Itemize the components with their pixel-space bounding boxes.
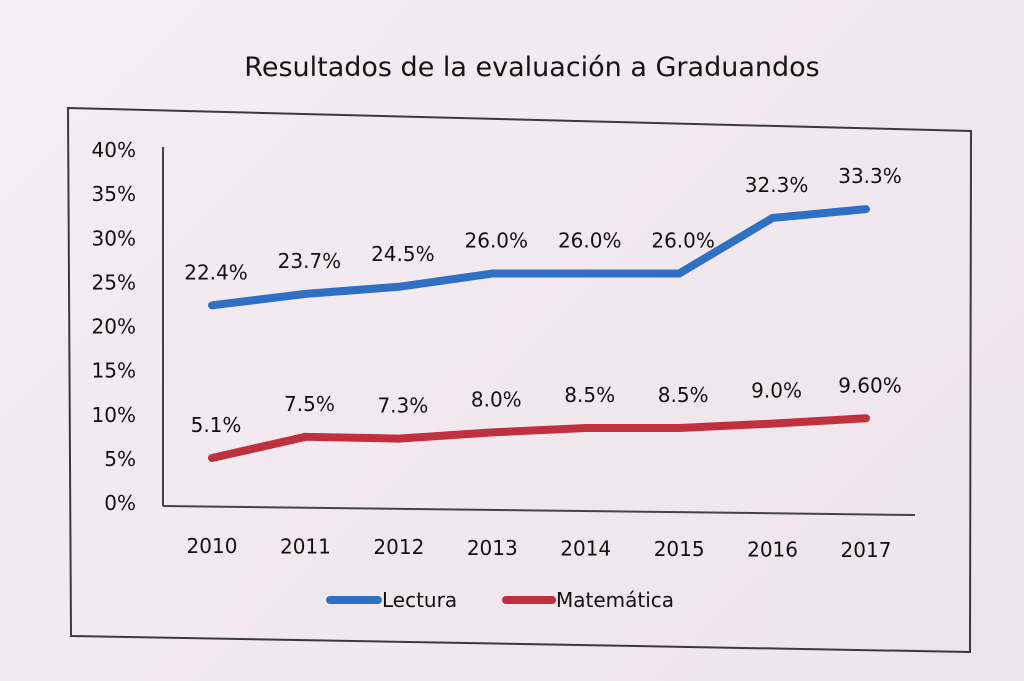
y-tick-label: 10%	[92, 403, 136, 427]
data-label: 9.0%	[751, 379, 802, 403]
chart-border	[66, 106, 973, 654]
legend-label: Lectura	[382, 588, 457, 612]
x-tick-label: 2012	[373, 535, 424, 559]
series-line-lectura	[208, 205, 870, 310]
y-tick-label: 40%	[92, 138, 136, 162]
data-label: 26.0%	[651, 229, 715, 253]
y-tick-label: 30%	[92, 226, 136, 250]
data-label: 9.60%	[838, 373, 902, 397]
data-label: 7.3%	[377, 394, 428, 418]
y-tick-label: 25%	[92, 270, 136, 294]
x-tick-label: 2011	[280, 535, 331, 559]
data-label: 8.5%	[564, 383, 615, 407]
data-label: 8.5%	[658, 383, 709, 407]
x-tick-label: 2010	[187, 534, 238, 558]
x-tick-label: 2013	[467, 536, 518, 560]
legend-label: Matemática	[556, 588, 674, 612]
data-label: 23.7%	[278, 249, 342, 273]
y-tick-label: 35%	[92, 182, 136, 206]
x-tick-label: 2015	[654, 537, 705, 561]
data-label: 33.3%	[838, 164, 902, 188]
data-label: 5.1%	[191, 413, 242, 437]
series-line-matematica	[208, 414, 870, 462]
x-tick-label: 2016	[747, 538, 798, 562]
data-label: 26.0%	[558, 229, 622, 253]
data-label: 26.0%	[465, 229, 529, 253]
y-tick-label: 0%	[104, 491, 136, 515]
data-label: 22.4%	[184, 260, 248, 284]
data-label: 7.5%	[284, 392, 335, 416]
x-tick-label: 2014	[560, 536, 611, 560]
x-axis-line	[162, 505, 916, 516]
data-label: 24.5%	[371, 242, 435, 266]
x-tick-label: 2017	[841, 538, 892, 562]
data-label: 8.0%	[471, 387, 522, 411]
y-tick-label: 20%	[92, 315, 136, 339]
chart-title: Resultados de la evaluación a Graduandos	[244, 52, 820, 83]
y-tick-label: 5%	[104, 447, 136, 471]
data-label: 32.3%	[745, 173, 809, 197]
y-tick-label: 15%	[92, 359, 136, 383]
